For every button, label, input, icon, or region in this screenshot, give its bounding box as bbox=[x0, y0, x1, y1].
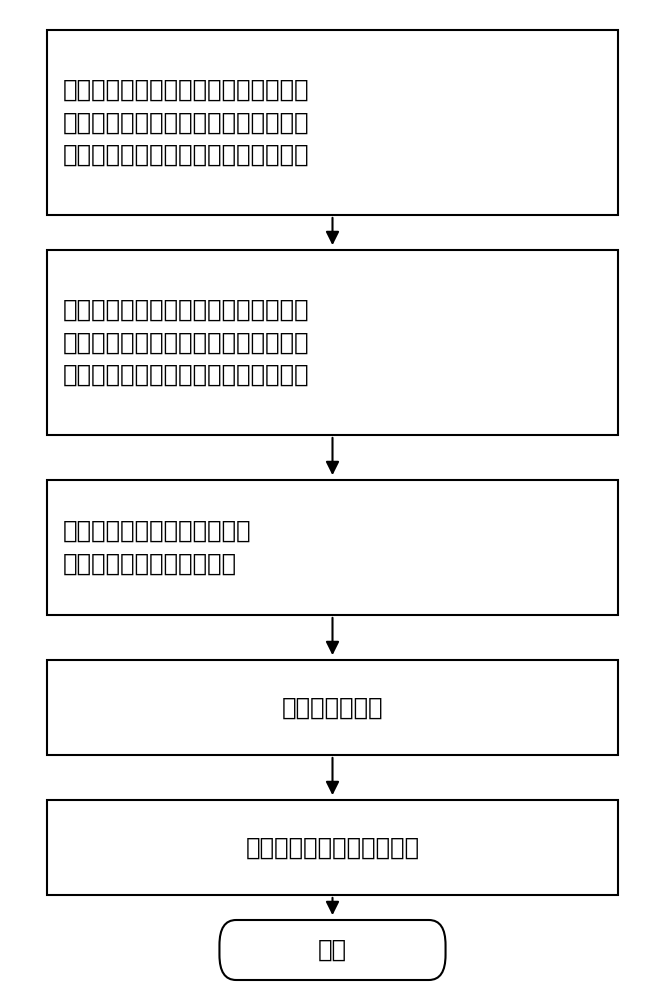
FancyBboxPatch shape bbox=[47, 480, 618, 615]
FancyBboxPatch shape bbox=[219, 920, 446, 980]
Text: 在电缆线路首端的户外终端头上安装电
流互感器；通过电流互感器分别测量缆
芯层、护套层和铠装层的三相电流信号: 在电缆线路首端的户外终端头上安装电 流互感器；通过电流互感器分别测量缆 芯层、护… bbox=[63, 298, 310, 387]
FancyBboxPatch shape bbox=[47, 800, 618, 895]
Text: 计算出接地电流: 计算出接地电流 bbox=[282, 696, 383, 720]
Text: 计算出电缆线路的故障位置: 计算出电缆线路的故障位置 bbox=[245, 836, 420, 859]
Text: 在电缆线路首端的户外终端头上安装电
压互感器；通过电压互感器分别测量缆
芯层、护套层和铠装层的三相电压信号: 在电缆线路首端的户外终端头上安装电 压互感器；通过电压互感器分别测量缆 芯层、护… bbox=[63, 78, 310, 167]
FancyBboxPatch shape bbox=[47, 660, 618, 755]
Text: 结束: 结束 bbox=[318, 938, 347, 962]
Text: 计算故障点处各层回路的正序
、负序、零序的电压和电流: 计算故障点处各层回路的正序 、负序、零序的电压和电流 bbox=[63, 519, 251, 576]
FancyBboxPatch shape bbox=[47, 30, 618, 215]
FancyBboxPatch shape bbox=[47, 250, 618, 435]
